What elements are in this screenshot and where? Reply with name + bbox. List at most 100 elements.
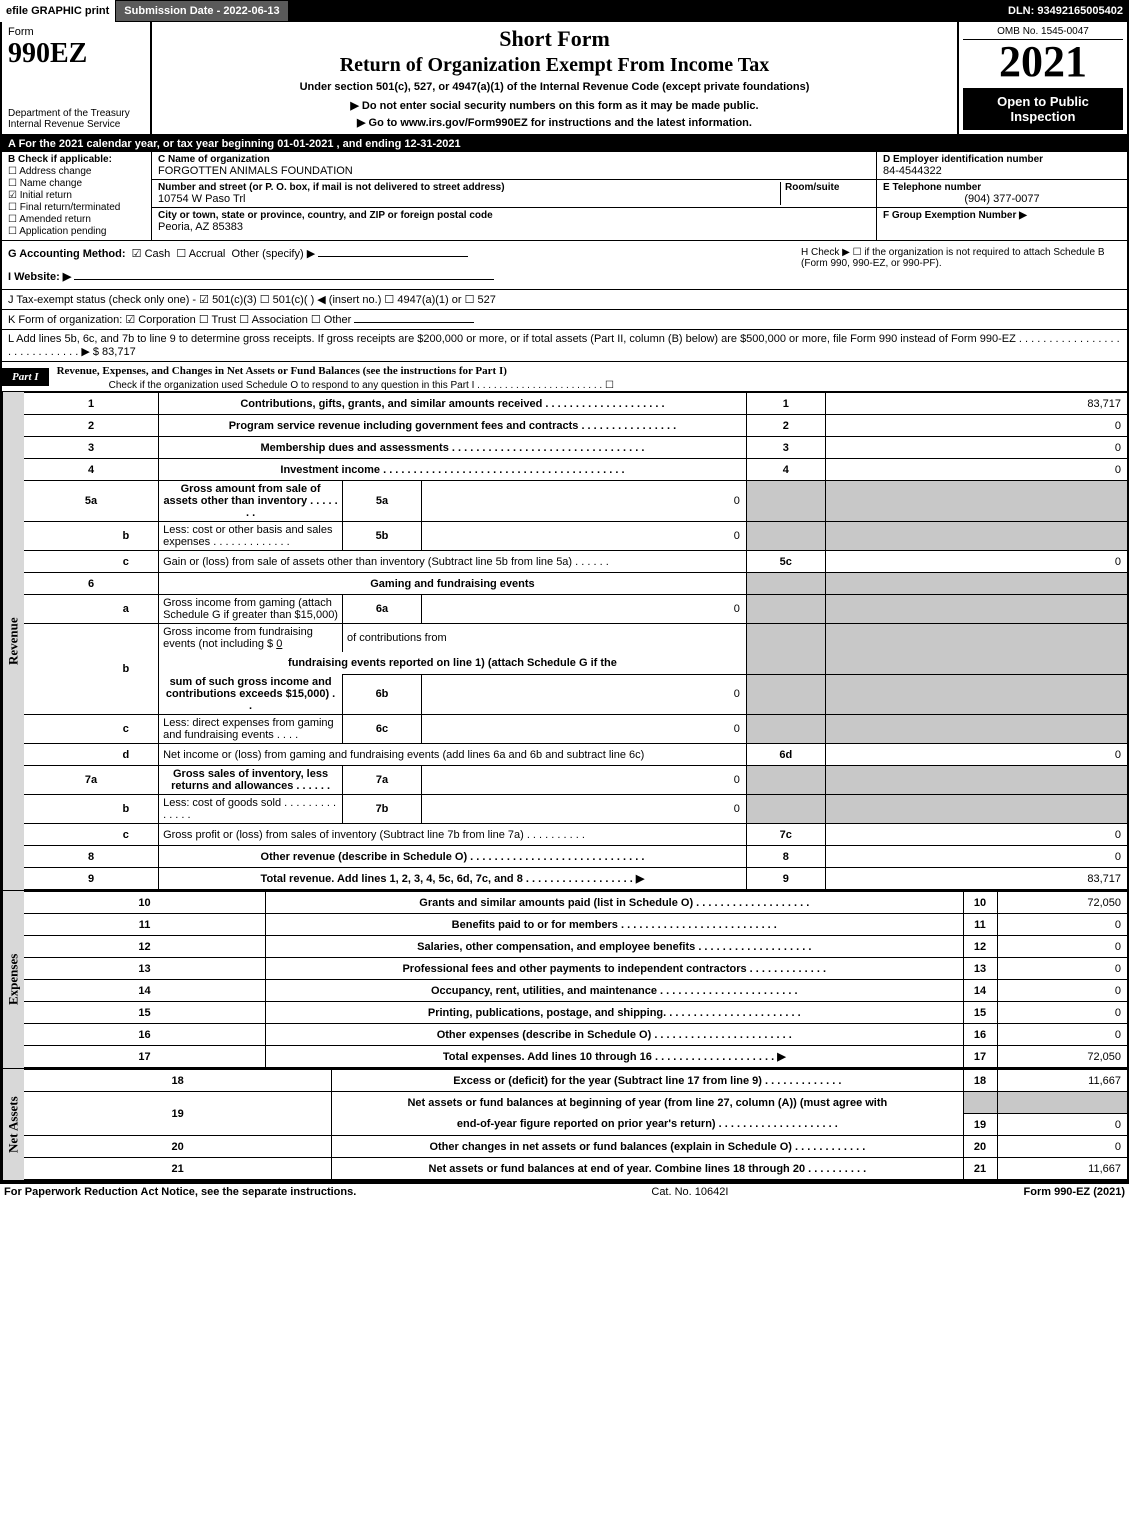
- part-i-tab: Part I: [2, 368, 49, 386]
- submission-date: Submission Date - 2022-06-13: [115, 0, 288, 22]
- c-name-value: FORGOTTEN ANIMALS FOUNDATION: [158, 165, 870, 177]
- e-phone-value: (904) 377-0077: [883, 193, 1121, 205]
- part-i-title: Revenue, Expenses, and Changes in Net As…: [49, 362, 1127, 380]
- line-6b: b Gross income from fundraising events (…: [24, 624, 1127, 653]
- line-4: 4Investment income . . . . . . . . . . .…: [24, 459, 1127, 481]
- i-website-blank[interactable]: [74, 279, 494, 280]
- line-9: 9Total revenue. Add lines 1, 2, 3, 4, 5c…: [24, 868, 1127, 890]
- footer-center: Cat. No. 10642I: [651, 1186, 728, 1198]
- g-accrual[interactable]: ☐ Accrual: [176, 248, 225, 260]
- line-16: 16Other expenses (describe in Schedule O…: [24, 1024, 1127, 1046]
- line-18: 18Excess or (deficit) for the year (Subt…: [24, 1070, 1127, 1092]
- line-7c: cGross profit or (loss) from sales of in…: [24, 824, 1127, 846]
- line-17: 17Total expenses. Add lines 10 through 1…: [24, 1046, 1127, 1068]
- line-13: 13Professional fees and other payments t…: [24, 958, 1127, 980]
- g-cash[interactable]: ☑ Cash: [132, 248, 171, 260]
- j-tax-exempt: J Tax-exempt status (check only one) - ☑…: [2, 290, 1127, 310]
- form-header: Form 990EZ Department of the Treasury In…: [2, 22, 1127, 136]
- line-5a: 5aGross amount from sale of assets other…: [24, 481, 1127, 522]
- netassets-side-label: Net Assets: [2, 1069, 24, 1180]
- dln: DLN: 93492165005402: [1008, 5, 1129, 17]
- line-20: 20Other changes in net assets or fund ba…: [24, 1136, 1127, 1158]
- footer-left: For Paperwork Reduction Act Notice, see …: [4, 1186, 356, 1198]
- revenue-table: 1Contributions, gifts, grants, and simil…: [24, 392, 1127, 890]
- chk-application-pending[interactable]: ☐ Application pending: [8, 226, 145, 237]
- line-1: 1Contributions, gifts, grants, and simil…: [24, 393, 1127, 415]
- footer-right: Form 990-EZ (2021): [1024, 1186, 1125, 1198]
- line-3: 3Membership dues and assessments . . . .…: [24, 437, 1127, 459]
- part-i-sub[interactable]: Check if the organization used Schedule …: [49, 380, 1127, 391]
- l-gross-receipts: L Add lines 5b, 6c, and 7b to line 9 to …: [2, 330, 1127, 362]
- e-phone-label: E Telephone number: [883, 182, 1121, 193]
- netassets-section: Net Assets 18Excess or (deficit) for the…: [2, 1069, 1127, 1182]
- c-name-label: C Name of organization: [158, 154, 870, 165]
- k-other-blank[interactable]: [354, 322, 474, 323]
- d-ein-label: D Employer identification number: [883, 154, 1121, 165]
- g-other-blank[interactable]: [318, 256, 468, 257]
- title-return: Return of Organization Exempt From Incom…: [160, 54, 949, 77]
- line-7a: 7aGross sales of inventory, less returns…: [24, 766, 1127, 795]
- col-def: D Employer identification number 84-4544…: [877, 152, 1127, 240]
- subtitle-ssn: ▶ Do not enter social security numbers o…: [160, 99, 949, 112]
- c-city-value: Peoria, AZ 85383: [158, 221, 870, 233]
- chk-amended-return[interactable]: ☐ Amended return: [8, 214, 145, 225]
- g-other[interactable]: Other (specify) ▶: [232, 248, 316, 260]
- line-6: 6Gaming and fundraising events: [24, 573, 1127, 595]
- d-ein-value: 84-4544322: [883, 165, 1121, 177]
- h-check[interactable]: H Check ▶ ☐ if the organization is not r…: [801, 247, 1121, 283]
- g-accounting: G Accounting Method: ☑ Cash ☐ Accrual Ot…: [8, 247, 801, 260]
- line-2: 2Program service revenue including gover…: [24, 415, 1127, 437]
- row-g-h: G Accounting Method: ☑ Cash ☐ Accrual Ot…: [2, 241, 1127, 290]
- row-a-taxyear: A For the 2021 calendar year, or tax yea…: [2, 136, 1127, 152]
- line-6d: dNet income or (loss) from gaming and fu…: [24, 744, 1127, 766]
- part-i-header: Part I Revenue, Expenses, and Changes in…: [2, 362, 1127, 392]
- chk-initial-return[interactable]: ☑ Initial return: [8, 190, 145, 201]
- col-b-checkboxes: B Check if applicable: ☐ Address change …: [2, 152, 152, 240]
- open-to-public: Open to Public Inspection: [963, 88, 1123, 130]
- top-bar: efile GRAPHIC print Submission Date - 20…: [0, 0, 1129, 22]
- c-city-label: City or town, state or province, country…: [158, 210, 870, 221]
- col-c-org-info: C Name of organization FORGOTTEN ANIMALS…: [152, 152, 877, 240]
- revenue-side-label: Revenue: [2, 392, 24, 890]
- expenses-table: 10Grants and similar amounts paid (list …: [24, 891, 1127, 1068]
- k-form-org: K Form of organization: ☑ Corporation ☐ …: [2, 310, 1127, 330]
- line-11: 11Benefits paid to or for members . . . …: [24, 914, 1127, 936]
- line-6a: aGross income from gaming (attach Schedu…: [24, 595, 1127, 624]
- line-12: 12Salaries, other compensation, and empl…: [24, 936, 1127, 958]
- subtitle-section: Under section 501(c), 527, or 4947(a)(1)…: [160, 81, 949, 93]
- f-group-label: F Group Exemption Number ▶: [883, 210, 1121, 221]
- line-5b: bLess: cost or other basis and sales exp…: [24, 522, 1127, 551]
- c-addr-label: Number and street (or P. O. box, if mail…: [158, 182, 780, 193]
- subtitle-goto: ▶ Go to www.irs.gov/Form990EZ for instru…: [160, 116, 949, 129]
- i-website: I Website: ▶: [8, 270, 801, 283]
- title-short-form: Short Form: [160, 26, 949, 52]
- line-6c: cLess: direct expenses from gaming and f…: [24, 715, 1127, 744]
- chk-address-change[interactable]: ☐ Address change: [8, 166, 145, 177]
- page-footer: For Paperwork Reduction Act Notice, see …: [0, 1184, 1129, 1200]
- line-15: 15Printing, publications, postage, and s…: [24, 1002, 1127, 1024]
- 6b-amount: 0: [276, 638, 282, 650]
- form-label: Form: [8, 26, 144, 38]
- efile-label[interactable]: efile GRAPHIC print: [0, 0, 115, 22]
- department: Department of the Treasury Internal Reve…: [8, 108, 144, 130]
- line-21: 21Net assets or fund balances at end of …: [24, 1158, 1127, 1180]
- line-8: 8Other revenue (describe in Schedule O) …: [24, 846, 1127, 868]
- section-b-through-f: B Check if applicable: ☐ Address change …: [2, 152, 1127, 241]
- line-19a: 19Net assets or fund balances at beginni…: [24, 1092, 1127, 1114]
- line-7b: bLess: cost of goods sold . . . . . . . …: [24, 795, 1127, 824]
- line-5c: cGain or (loss) from sale of assets othe…: [24, 551, 1127, 573]
- line-10: 10Grants and similar amounts paid (list …: [24, 892, 1127, 914]
- netassets-table: 18Excess or (deficit) for the year (Subt…: [24, 1069, 1127, 1180]
- form-number: 990EZ: [8, 38, 144, 70]
- c-room-label: Room/suite: [785, 182, 870, 193]
- tax-year: 2021: [963, 40, 1123, 84]
- expenses-section: Expenses 10Grants and similar amounts pa…: [2, 891, 1127, 1069]
- expenses-side-label: Expenses: [2, 891, 24, 1068]
- line-14: 14Occupancy, rent, utilities, and mainte…: [24, 980, 1127, 1002]
- revenue-section: Revenue 1Contributions, gifts, grants, a…: [2, 392, 1127, 891]
- chk-final-return[interactable]: ☐ Final return/terminated: [8, 202, 145, 213]
- b-header: B Check if applicable:: [8, 154, 145, 165]
- line-6b-3: sum of such gross income and contributio…: [24, 674, 1127, 715]
- c-addr-value: 10754 W Paso Trl: [158, 193, 780, 205]
- chk-name-change[interactable]: ☐ Name change: [8, 178, 145, 189]
